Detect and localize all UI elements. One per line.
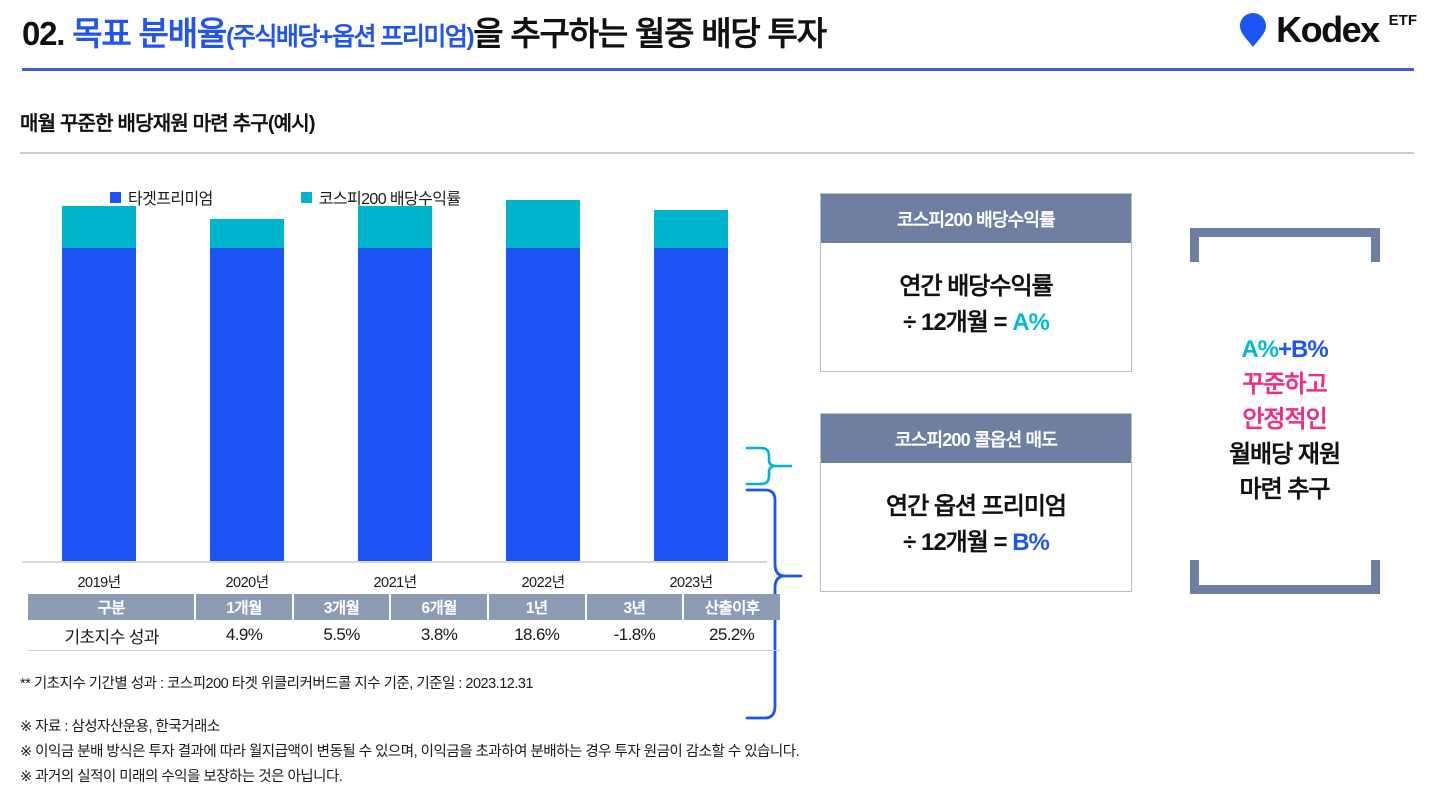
bar-segment-kospi200-dividend-yield xyxy=(506,200,580,248)
kodex-etf-logo: Kodex ETF xyxy=(1240,6,1417,54)
table-header-cell: 산출이후 xyxy=(683,594,780,620)
page-title: 02. 목표 분배율(주식배당+옵션 프리미엄)을 추구하는 월중 배당 투자 xyxy=(22,8,827,63)
table-cell-value: 5.5% xyxy=(323,625,360,644)
bar-group: 2023년 xyxy=(654,209,728,591)
panel-kospi200-call-option-sell: 코스피200 콜옵션 매도 연간 옵션 프리미엄 ÷ 12개월 = B% xyxy=(820,413,1132,592)
panel-formula-line1: 연간 배당수익률 xyxy=(899,273,1053,300)
panel-formula-line2: ÷ 12개월 = A% xyxy=(821,305,1131,341)
summary-formula-b: +B% xyxy=(1277,336,1329,363)
performance-table: 구분 1개월 3개월 6개월 1년 3년 산출이후 기초지수 성과 4.9% 5… xyxy=(28,594,780,651)
bar-group: 2019년 xyxy=(62,205,136,591)
bar-category-label: 2021년 xyxy=(373,575,417,591)
chart-legend: 타겟프리미엄 코스피200 배당수익률 xyxy=(110,185,461,209)
header-divider xyxy=(22,68,1414,71)
panel-formula-accent-b: B% xyxy=(1012,529,1050,556)
bar-category-label: 2019년 xyxy=(77,575,121,591)
bracket-top-left-arm xyxy=(1190,228,1199,262)
bar-group: 2022년 xyxy=(506,200,580,591)
legend-label-kospi200-dividend-yield: 코스피200 배당수익률 xyxy=(318,191,461,208)
table-header-cell: 6개월 xyxy=(390,594,489,620)
table-header-cell: 1년 xyxy=(487,594,587,620)
panel-header-dividend: 코스피200 배당수익률 xyxy=(821,194,1131,243)
chart-plot-area: 2019년 2020년 2021년 2022년 2023년 xyxy=(0,160,810,591)
bar-category-label: 2023년 xyxy=(669,575,713,591)
slide-header: 02. 목표 분배율(주식배당+옵션 프리미엄)을 추구하는 월중 배당 투자 … xyxy=(0,0,1435,72)
table-cell-label: 기초지수 성과 xyxy=(64,627,159,647)
table-cell-value: 3.8% xyxy=(420,625,458,644)
panel-header-calloption: 코스피200 콜옵션 매도 xyxy=(821,414,1131,463)
bar-segment-kospi200-dividend-yield xyxy=(62,205,136,248)
panel-formula-line2: ÷ 12개월 = B% xyxy=(821,525,1131,561)
title-suffix: 을 추구하는 월중 배당 투자 xyxy=(473,15,827,52)
bar-segment-kospi200-dividend-yield xyxy=(358,205,432,248)
bar-group: 2020년 xyxy=(210,219,284,591)
logo-etf-suffix: ETF xyxy=(1388,12,1417,29)
footnote-item: ※ 과거의 실적이 미래의 수익을 보장하는 것은 아닙니다. xyxy=(20,769,343,785)
table-header-cell: 구분 xyxy=(28,594,197,620)
table-header-cell: 1개월 xyxy=(195,594,294,620)
table-row: 기초지수 성과 4.9% 5.5% 3.8% 18.6% -1.8% 25.2% xyxy=(28,620,780,651)
panel-formula-line1: 연간 옵션 프리미엄 xyxy=(886,493,1067,520)
table-header-row: 구분 1개월 3개월 6개월 1년 3년 산출이후 xyxy=(28,594,780,620)
legend-swatch-teal xyxy=(300,191,312,203)
panel-body-calloption: 연간 옵션 프리미엄 ÷ 12개월 = B% xyxy=(821,463,1131,591)
table-header-cell: 3개월 xyxy=(292,594,392,620)
panel-formula-accent-a: A% xyxy=(1012,309,1050,336)
footnote-main: ** 기초지수 기간별 성과 : 코스피200 타겟 위클리커버드콜 지수 기준… xyxy=(20,676,534,692)
bar-category-label: 2022년 xyxy=(521,575,565,591)
location-pin-icon xyxy=(1240,13,1267,47)
bar-segment-target-premium xyxy=(654,247,728,562)
legend-item-kospi200-dividend-yield: 코스피200 배당수익률 xyxy=(300,185,461,209)
bar-segment-kospi200-dividend-yield xyxy=(210,219,284,248)
chart-baseline-axis xyxy=(22,561,767,563)
footnote-item: ※ 자료 : 삼성자산운용, 한국거래소 xyxy=(20,719,220,735)
legend-item-target-premium: 타겟프리미엄 xyxy=(110,185,213,209)
panel-kospi200-dividend-yield: 코스피200 배당수익률 연간 배당수익률 ÷ 12개월 = A% xyxy=(820,193,1132,372)
bar-group: 2021년 xyxy=(358,205,432,591)
summary-plain-line1: 월배당 재원 xyxy=(1228,441,1341,468)
table-header-cell: 3년 xyxy=(585,594,685,620)
summary-formula-a: A% xyxy=(1241,336,1279,363)
legend-label-target-premium: 타겟프리미엄 xyxy=(128,191,213,208)
panel-formula-prefix: ÷ 12개월 = xyxy=(903,309,1013,336)
table-cell-value: 25.2% xyxy=(709,625,755,644)
footnotes: ** 기초지수 기간별 성과 : 코스피200 타겟 위클리커버드콜 지수 기준… xyxy=(20,672,1420,790)
summary-text: A%+B% 꾸준하고 안정적인 월배당 재원 마련 추구 xyxy=(1182,332,1387,507)
panel-formula-prefix: ÷ 12개월 = xyxy=(903,529,1013,556)
bracket-bottom-left-arm xyxy=(1190,560,1199,594)
footnote-item: ※ 이익금 분배 방식은 투자 결과에 따라 월지급액이 변동될 수 있으며, … xyxy=(20,744,800,760)
bar-segment-target-premium xyxy=(62,247,136,562)
panel-body-dividend: 연간 배당수익률 ÷ 12개월 = A% xyxy=(821,243,1131,371)
subtitle-divider xyxy=(20,152,1414,154)
table-cell-value: 4.9% xyxy=(225,625,263,644)
title-main: 목표 분배율 xyxy=(72,15,227,52)
summary-highlight-line2: 안정적인 xyxy=(1242,406,1327,433)
table-cell-value: -1.8% xyxy=(613,625,656,644)
summary-formula: A%+B% xyxy=(1182,332,1387,367)
table-cell-value: 18.6% xyxy=(514,625,560,644)
bracket-top-right-arm xyxy=(1371,228,1380,262)
title-number: 02. xyxy=(22,15,65,52)
bar-segment-target-premium xyxy=(210,247,284,562)
bar-segment-kospi200-dividend-yield xyxy=(654,209,728,248)
summary-plain-line2: 마련 추구 xyxy=(1239,476,1331,503)
legend-swatch-blue xyxy=(110,191,121,203)
logo-wordmark: Kodex xyxy=(1276,9,1380,50)
summary-highlight-line1: 꾸준하고 xyxy=(1242,371,1327,398)
section-subtitle: 매월 꾸준한 배당재원 마련 추구(예시) xyxy=(20,113,316,135)
bracket-top-bar xyxy=(1190,228,1380,237)
stacked-bar-chart: 타겟프리미엄 코스피200 배당수익률 2019년 2020년 2021년 2022년… xyxy=(0,160,810,720)
bracket-bottom-right-arm xyxy=(1371,560,1380,594)
summary-bracket-panel: A%+B% 꾸준하고 안정적인 월배당 재원 마련 추구 xyxy=(1182,228,1387,594)
bar-segment-target-premium xyxy=(358,247,432,562)
bracket-bottom-bar xyxy=(1190,585,1380,594)
title-parenthetical: (주식배당+옵션 프리미엄) xyxy=(226,23,475,51)
bar-segment-target-premium xyxy=(506,247,580,562)
bar-category-label: 2020년 xyxy=(225,575,269,591)
